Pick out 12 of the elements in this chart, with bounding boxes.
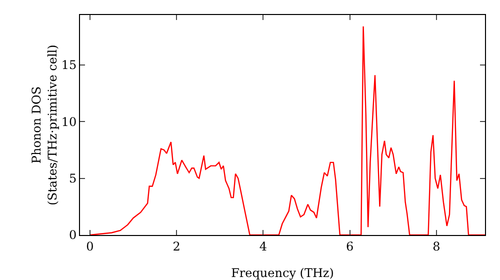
y-tick-label: 10	[61, 114, 77, 129]
x-axis-title: Frequency (THz)	[231, 266, 334, 280]
x-tick-label: 2	[172, 239, 180, 254]
y-tick-label: 15	[61, 58, 77, 72]
y-axis-title: Phonon DOS (States/THz·primitive cell)	[30, 44, 60, 206]
line-series	[89, 26, 485, 235]
y-tick-label: 0	[68, 228, 77, 242]
y-tick-label: 5	[68, 172, 77, 186]
x-tick-label: 4	[259, 239, 268, 254]
x-tick-label: 0	[86, 239, 94, 254]
x-tick-label: 6	[346, 239, 354, 254]
x-tick-label: 8	[432, 239, 440, 254]
